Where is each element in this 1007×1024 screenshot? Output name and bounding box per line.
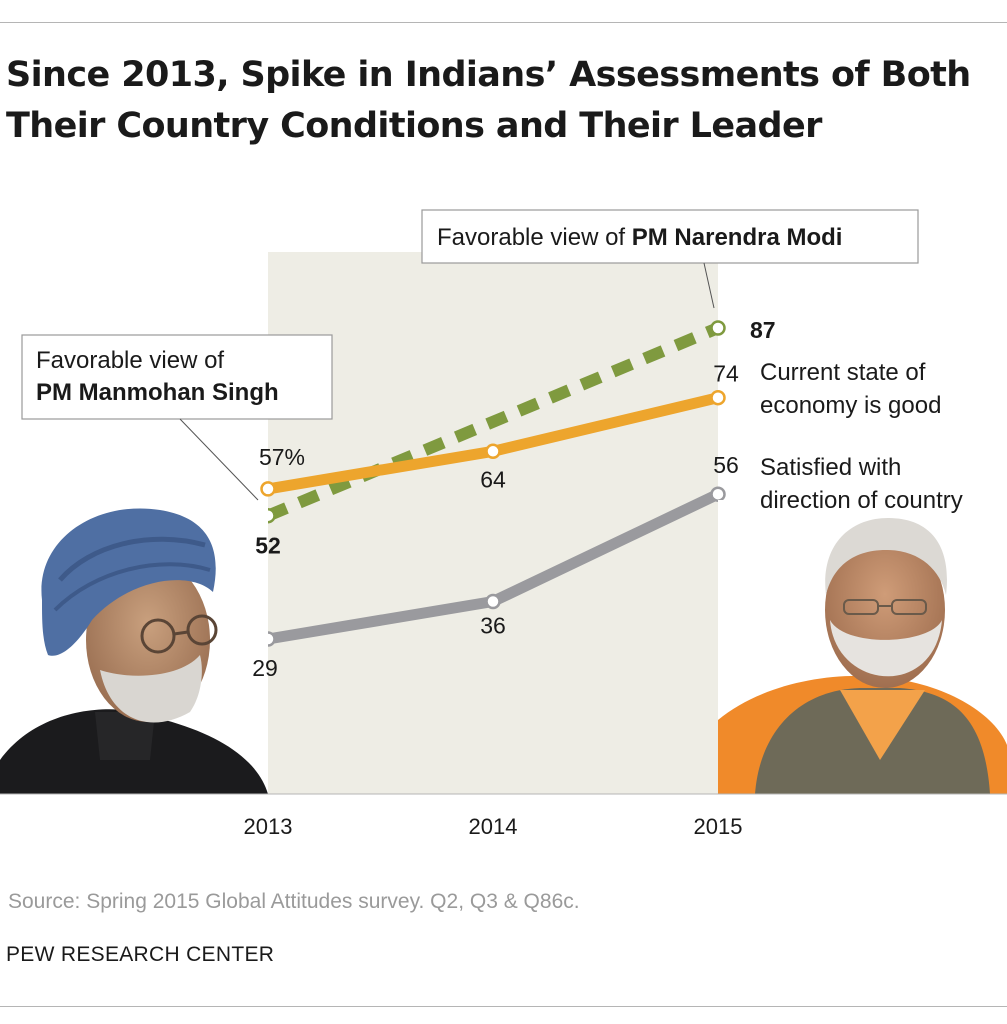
economy-point-2015 bbox=[710, 389, 726, 406]
leader-value-label-2013: 52 bbox=[255, 533, 281, 559]
x-tick-2014: 2014 bbox=[469, 814, 518, 839]
x-tick-2013: 2013 bbox=[244, 814, 293, 839]
singh-photo bbox=[0, 500, 268, 794]
singh-callout-line1: Favorable view of bbox=[36, 347, 224, 374]
direction-point-2014 bbox=[485, 593, 501, 610]
top-rule bbox=[0, 22, 1007, 23]
direction-value-label-2015: 56 bbox=[713, 452, 739, 478]
direction-point-2015 bbox=[710, 486, 726, 502]
direction-value-label-2013: 29 bbox=[252, 655, 278, 681]
economy-value-label-2013: 57% bbox=[259, 444, 305, 470]
shaded-region bbox=[268, 252, 718, 794]
leader-value-label-2015: 87 bbox=[750, 317, 776, 343]
modi-callout: Favorable view of PM Narendra Modi bbox=[421, 209, 919, 309]
modi-photo bbox=[718, 500, 1007, 794]
direction-label-2: direction of country bbox=[760, 487, 963, 514]
economy-point-2014 bbox=[485, 443, 501, 460]
direction-value-label-2014: 36 bbox=[480, 613, 506, 639]
modi-callout-text: Favorable view of bbox=[437, 224, 632, 251]
economy-label-2: economy is good bbox=[760, 392, 941, 419]
bottom-rule bbox=[0, 1006, 1007, 1007]
economy-value-label-2015: 74 bbox=[713, 361, 739, 387]
singh-callout: Favorable view of PM Manmohan Singh bbox=[21, 334, 333, 501]
economy-point-2013 bbox=[260, 481, 276, 497]
chart: 2013 2014 2015 52 87 57% 64 74 29 36 56 Favorable… bbox=[0, 209, 1007, 839]
economy-value-label-2014: 64 bbox=[480, 466, 506, 492]
svg-text:Favorable view of PM Narendra: Favorable view of PM Narendra Modi bbox=[437, 224, 842, 251]
singh-callout-line2: PM Manmohan Singh bbox=[36, 379, 279, 406]
chart-title: Since 2013, Spike in Indians’ Assessment… bbox=[6, 55, 971, 146]
leader-series-line bbox=[265, 322, 721, 522]
economy-label-1: Current state of bbox=[760, 359, 926, 386]
x-tick-2015: 2015 bbox=[694, 814, 743, 839]
organization-name: PEW RESEARCH CENTER bbox=[6, 943, 275, 966]
source-note: Source: Spring 2015 Global Attitudes sur… bbox=[8, 890, 580, 913]
direction-label-1: Satisfied with bbox=[760, 454, 901, 481]
modi-callout-bold: PM Narendra Modi bbox=[632, 224, 843, 251]
leader-point-2015 bbox=[710, 320, 726, 336]
